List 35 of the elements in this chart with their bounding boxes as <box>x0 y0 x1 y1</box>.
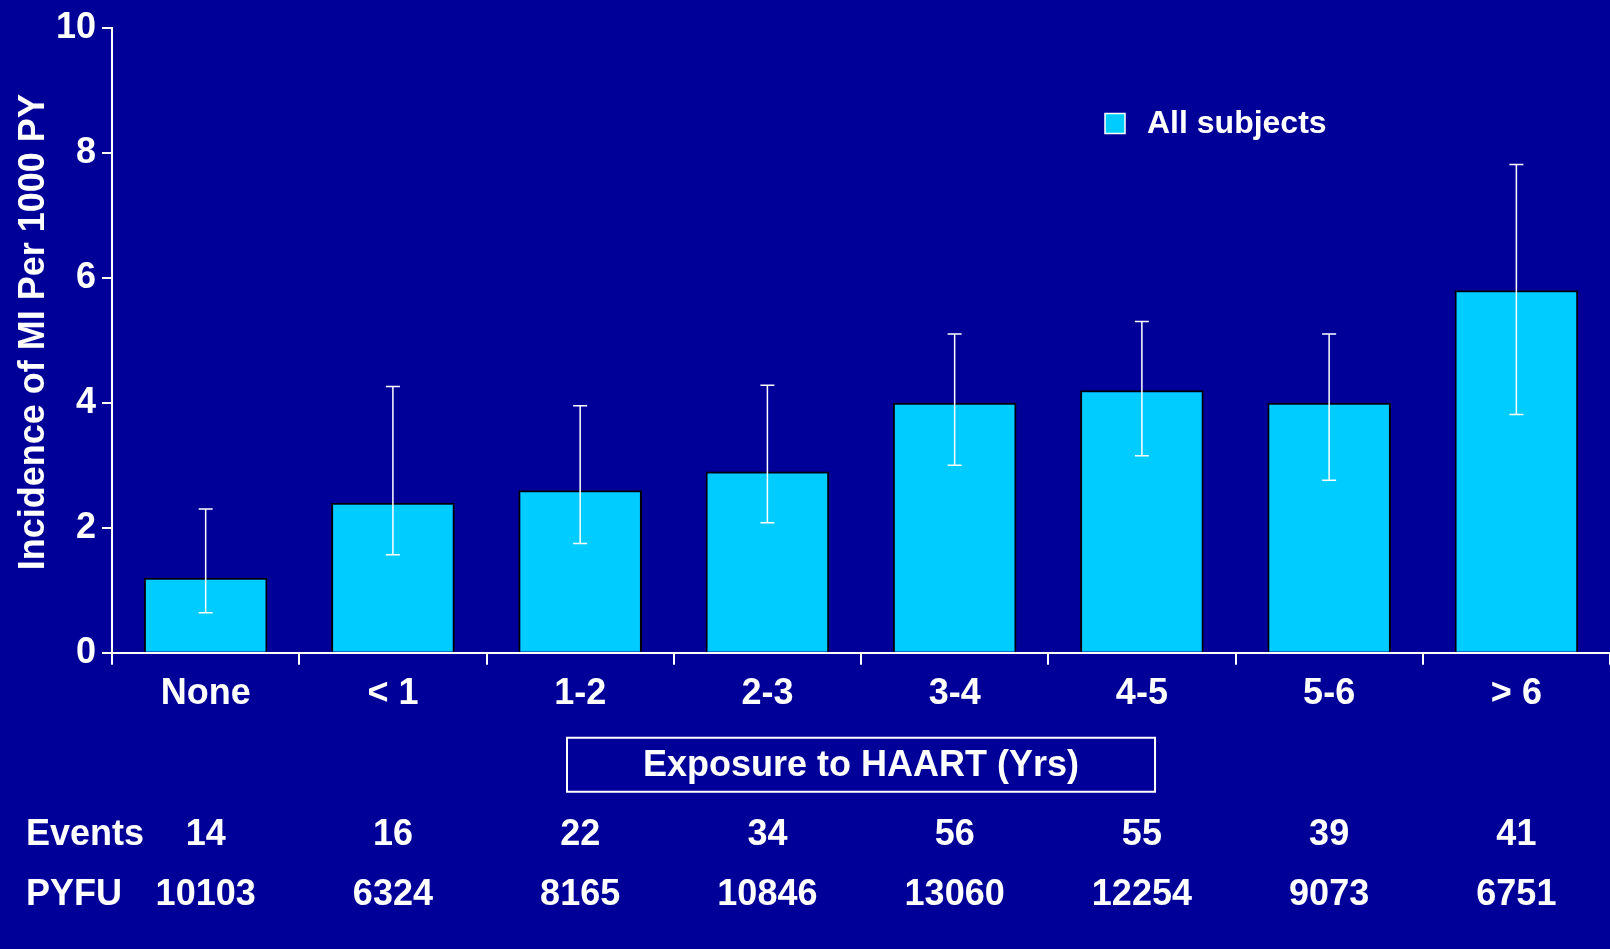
x-axis-title: Exposure to HAART (Yrs) <box>643 742 1080 784</box>
text: 39 <box>1309 811 1350 853</box>
x-tick-label: 3-4 <box>928 671 981 713</box>
text: 9073 <box>1289 871 1370 913</box>
text: 6751 <box>1476 871 1557 913</box>
y-tick-label: 8 <box>76 129 97 171</box>
y-tick-label: 10 <box>56 4 97 46</box>
y-tick-label: 0 <box>76 629 97 671</box>
y-tick-label: 4 <box>76 379 97 421</box>
text: 10103 <box>155 871 256 913</box>
legend-label: All subjects <box>1147 104 1327 141</box>
x-tick-label: 2-3 <box>741 671 794 713</box>
text: 55 <box>1121 811 1162 853</box>
text: 41 <box>1496 811 1537 853</box>
y-tick-label: 6 <box>76 254 97 296</box>
x-tick-label: None <box>160 671 251 713</box>
x-tick-label: 1-2 <box>554 671 607 713</box>
text: 22 <box>560 811 601 853</box>
text: Events <box>26 811 145 853</box>
text: 8165 <box>540 871 621 913</box>
x-tick-label: 5-6 <box>1303 671 1356 713</box>
x-tick-label: 4-5 <box>1115 671 1168 713</box>
text: PYFU <box>26 871 123 913</box>
text: 10846 <box>717 871 818 913</box>
x-tick-label: < 1 <box>367 671 419 713</box>
text: 16 <box>372 811 413 853</box>
x-tick-label: > 6 <box>1490 671 1542 713</box>
text: 14 <box>185 811 226 853</box>
text: 56 <box>934 811 975 853</box>
y-tick-label: 2 <box>76 504 97 546</box>
y-axis-title: Incidence of MI Per 1000 PY <box>10 94 52 571</box>
text: 12254 <box>1091 871 1192 913</box>
text: 34 <box>747 811 788 853</box>
text: 6324 <box>352 871 433 913</box>
text: 13060 <box>904 871 1005 913</box>
